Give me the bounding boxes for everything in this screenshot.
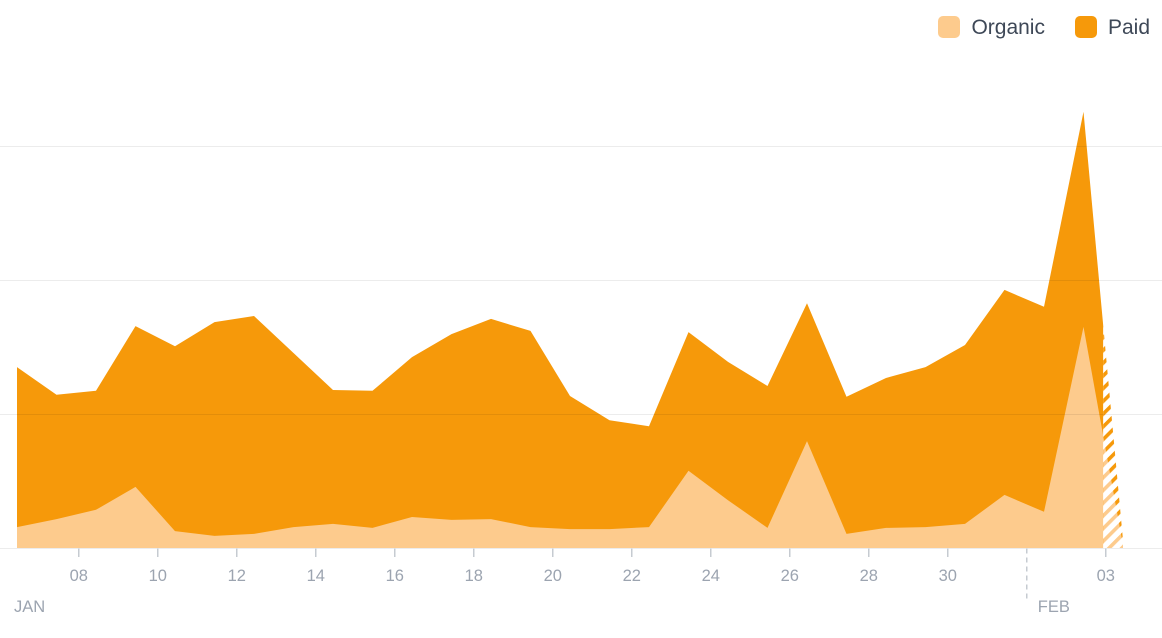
paid-swatch — [1074, 16, 1097, 38]
legend-item-paid[interactable]: Paid — [1074, 15, 1150, 39]
organic-area-incomplete[interactable] — [17, 327, 1123, 548]
paid-area[interactable] — [17, 111, 1123, 548]
x-tick-label: 22 — [623, 567, 641, 585]
organic-swatch — [938, 16, 961, 38]
incomplete-series-group — [17, 325, 1123, 548]
month-label-feb: FEB — [1038, 598, 1070, 616]
x-tick-label: 12 — [228, 567, 246, 585]
x-tick-label: 08 — [70, 567, 88, 585]
x-tick-label: 28 — [860, 567, 878, 585]
x-tick-label: 16 — [386, 567, 404, 585]
x-tick-label: 30 — [939, 567, 957, 585]
solid-series-group — [17, 111, 1123, 548]
x-tick-label: 03 — [1097, 567, 1115, 585]
x-tick-label: 24 — [702, 567, 720, 585]
organic-area[interactable] — [17, 326, 1123, 548]
chart-legend: Organic Paid — [938, 16, 1150, 38]
x-tick-label: 26 — [781, 567, 799, 585]
legend-label-paid: Paid — [1107, 15, 1150, 39]
month-label-jan: JAN — [14, 598, 45, 616]
x-tick-label: 14 — [307, 567, 325, 585]
x-tick-label: 18 — [465, 567, 483, 585]
legend-item-organic[interactable]: Organic — [938, 16, 1045, 38]
x-tick-label: 20 — [544, 567, 562, 585]
x-tick-label: 10 — [149, 567, 167, 585]
legend-label-organic: Organic — [971, 15, 1045, 39]
